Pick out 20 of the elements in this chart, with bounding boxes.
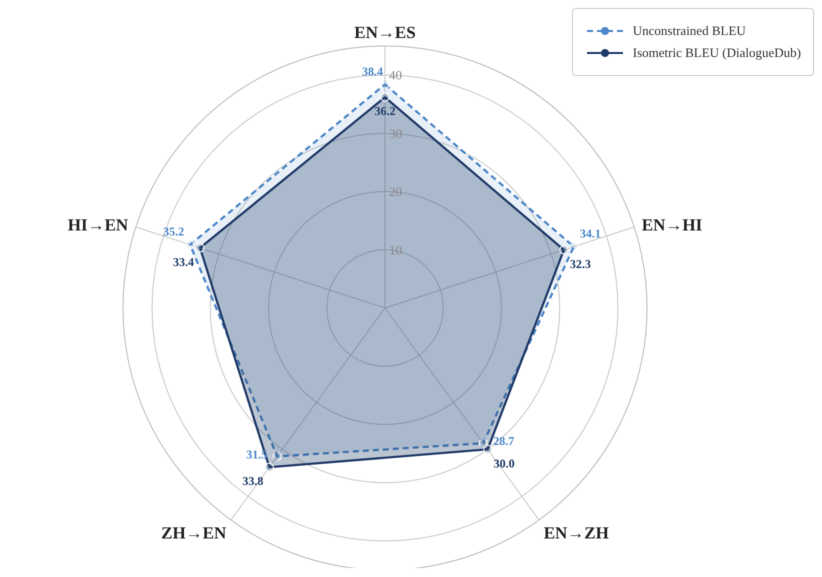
spoke-label: EN→ZH <box>544 524 609 543</box>
data-label: 35.2 <box>163 224 184 239</box>
spoke-label: EN→ES <box>354 23 416 42</box>
data-label: 32.3 <box>570 256 591 271</box>
legend-label: Isometric BLEU (DialogueDub) <box>632 45 801 61</box>
y-tick-label: 30 <box>389 126 402 141</box>
data-label: 28.7 <box>493 434 514 448</box>
data-label: 30.0 <box>494 456 515 470</box>
data-label: 33.8 <box>242 474 264 488</box>
y-tick-label: 10 <box>389 242 402 258</box>
spoke-label: EN→HI <box>642 216 703 235</box>
data-label: 34.1 <box>580 226 601 241</box>
spoke-label: ZH→EN <box>161 524 228 543</box>
y-tick-label: 20 <box>389 184 402 200</box>
data-label: 33.4 <box>173 254 194 269</box>
spoke-label: HI→EN <box>68 216 129 235</box>
y-tick-label: 40 <box>389 68 402 83</box>
data-label: 36.2 <box>374 104 396 118</box>
legend-label: Unconstrained BLEU <box>632 23 746 39</box>
data-label: 38.4 <box>362 64 383 78</box>
